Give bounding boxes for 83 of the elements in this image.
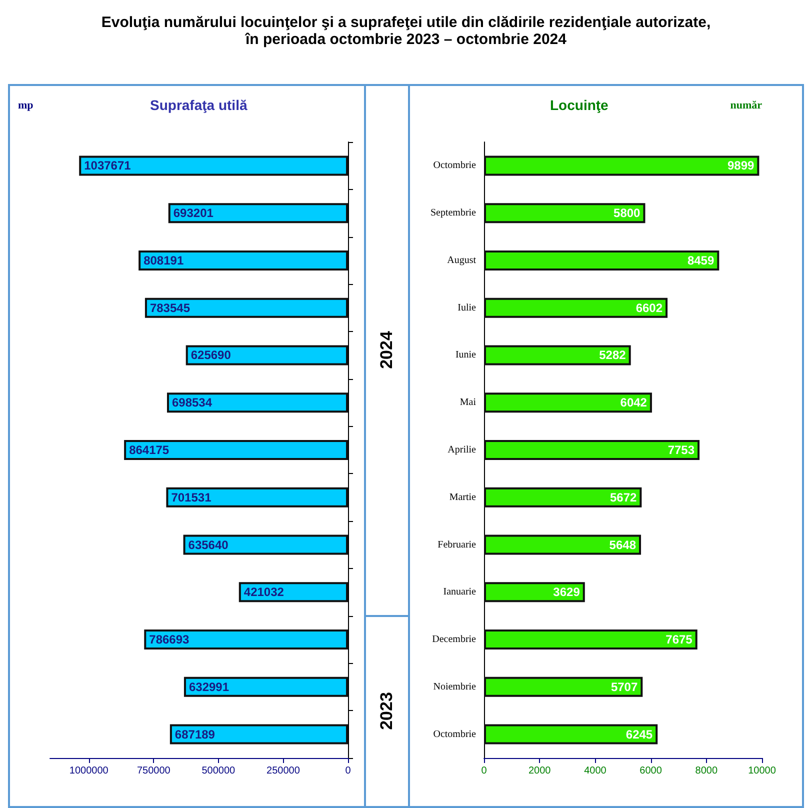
data-label: 693201 bbox=[173, 206, 214, 220]
data-label: 687189 bbox=[174, 727, 216, 742]
data-label: 698534 bbox=[172, 396, 212, 410]
bar bbox=[484, 440, 700, 460]
x-tick-label: 8000 bbox=[695, 766, 718, 776]
y-tick-label: Iulie bbox=[458, 302, 477, 314]
bar bbox=[186, 345, 348, 366]
bar bbox=[484, 582, 585, 602]
data-label: 421032 bbox=[244, 585, 284, 600]
bar bbox=[183, 534, 348, 555]
bar bbox=[484, 250, 720, 270]
x-tick-label: 10000 bbox=[748, 766, 776, 776]
bar bbox=[238, 582, 348, 602]
data-label: 8459 bbox=[687, 253, 714, 268]
x-tick-label: 250000 bbox=[266, 766, 300, 776]
bar bbox=[484, 156, 760, 176]
bar bbox=[166, 487, 348, 508]
data-label: 5648 bbox=[609, 538, 636, 552]
x-tick-label: 1000000 bbox=[69, 766, 109, 776]
x-tick-label: 750000 bbox=[136, 766, 171, 776]
y-tick-label: Martie bbox=[449, 492, 477, 503]
y-tick-label: Octombrie bbox=[433, 160, 477, 172]
y-tick-label: Octombrie bbox=[433, 728, 477, 740]
data-label: 783545 bbox=[150, 300, 190, 315]
chart-subtitle: Suprafaţa utilă bbox=[150, 97, 248, 113]
data-label: 5707 bbox=[610, 680, 638, 694]
bar bbox=[144, 630, 348, 650]
x-tick-label: 2000 bbox=[528, 766, 552, 776]
bar bbox=[484, 298, 668, 318]
data-label: 701531 bbox=[171, 490, 212, 504]
chart-title: Locuinţe bbox=[550, 97, 609, 113]
bar bbox=[484, 392, 652, 413]
bar bbox=[144, 298, 348, 318]
x-tick-label: 4000 bbox=[584, 766, 607, 776]
data-label: 5282 bbox=[599, 348, 626, 362]
bar bbox=[166, 392, 348, 413]
y-tick-label: Ianuarie bbox=[443, 586, 477, 598]
bar bbox=[484, 345, 631, 366]
y-tick-label: Aprilie bbox=[448, 444, 477, 456]
data-label: 632991 bbox=[188, 680, 230, 694]
bar bbox=[484, 487, 642, 508]
data-label: 635640 bbox=[188, 538, 229, 552]
y-tick-label: Noiembrie bbox=[433, 681, 477, 692]
y-tick-label: Mai bbox=[460, 397, 476, 408]
data-label: 7753 bbox=[668, 443, 695, 457]
x-axis-title: număr bbox=[730, 100, 762, 112]
x-tick-label: 0 bbox=[481, 766, 488, 776]
y-tick-label: Februarie bbox=[438, 539, 477, 550]
text: 2023 bbox=[377, 692, 398, 730]
text: 2024 bbox=[377, 331, 398, 370]
y-tick-label: Decembrie bbox=[432, 634, 477, 646]
bar bbox=[484, 630, 698, 650]
bar bbox=[168, 203, 348, 224]
data-label: 6245 bbox=[626, 727, 653, 742]
bar bbox=[138, 250, 348, 270]
data-label: 786693 bbox=[149, 632, 190, 647]
y-tick-label: Iunie bbox=[455, 350, 477, 361]
x-tick-label: 500000 bbox=[202, 766, 236, 776]
bar bbox=[484, 724, 658, 744]
y-tick-label: August bbox=[447, 254, 476, 266]
bar bbox=[484, 534, 641, 555]
bar bbox=[484, 203, 646, 224]
bar bbox=[79, 156, 348, 176]
x-tick-label: 6000 bbox=[640, 766, 662, 776]
text: Evoluţia numărului locuinţelor şi a suprafeţei utile din clădirile rezidenţiale autorizate, în perioada octombrie 2023 – octombrie 2024 bbox=[100, 13, 712, 50]
bar bbox=[170, 724, 348, 744]
x-tick-label: 0 bbox=[345, 766, 352, 776]
data-label: 5800 bbox=[614, 206, 641, 220]
bar bbox=[484, 676, 643, 697]
data-label: 1037671 bbox=[84, 158, 132, 173]
data-label: 9899 bbox=[727, 158, 754, 173]
bar bbox=[184, 676, 348, 697]
data-label: 864175 bbox=[129, 443, 170, 457]
data-label: 7675 bbox=[666, 632, 693, 647]
x-axis-title: mp bbox=[18, 100, 34, 112]
data-label: 625690 bbox=[190, 348, 232, 362]
data-label: 5672 bbox=[610, 490, 637, 504]
y-tick-label: Septembrie bbox=[430, 208, 477, 219]
bar bbox=[124, 440, 348, 460]
data-label: 6602 bbox=[636, 300, 663, 315]
data-label: 808191 bbox=[144, 253, 184, 268]
data-label: 6042 bbox=[620, 396, 648, 410]
data-label: 3629 bbox=[553, 585, 580, 600]
